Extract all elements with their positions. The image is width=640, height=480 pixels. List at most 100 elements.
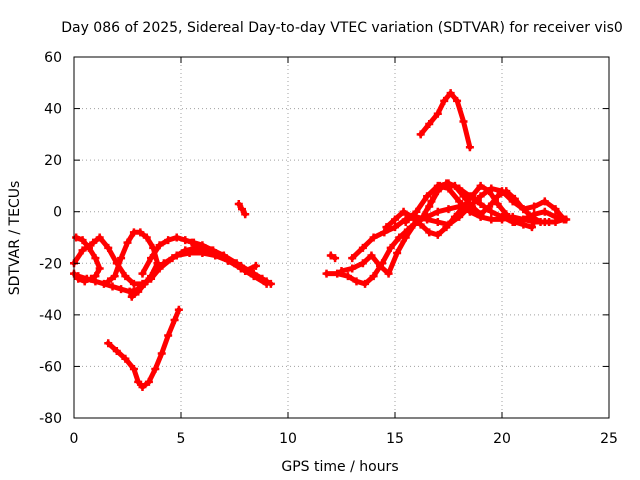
data-point [551, 205, 560, 214]
y-tick-label: 20 [44, 153, 62, 169]
data-point [241, 210, 250, 219]
data-point [416, 220, 425, 229]
data-point [412, 207, 421, 216]
data-point [384, 269, 393, 278]
data-point [348, 264, 357, 273]
data-point [84, 243, 93, 252]
data-point [468, 192, 477, 201]
data-point [425, 202, 434, 211]
data-point [198, 243, 207, 252]
data-point [251, 261, 260, 270]
data-point [121, 354, 130, 363]
data-point [423, 215, 432, 224]
data-point [527, 212, 536, 221]
data-point [493, 199, 502, 208]
data-point [91, 272, 100, 281]
data-point [423, 192, 432, 201]
data-point [185, 248, 194, 257]
data-point [476, 199, 485, 208]
data-point [453, 96, 462, 105]
y-tick-label: -80 [39, 411, 62, 427]
data-point [369, 233, 378, 242]
data-point [545, 218, 554, 227]
data-point [408, 212, 417, 221]
data-point [433, 187, 442, 196]
data-point [108, 282, 117, 291]
data-point [170, 316, 179, 325]
data-point [89, 238, 98, 247]
data-point [104, 339, 113, 348]
data-point [393, 248, 402, 257]
y-tick-label: -20 [39, 256, 62, 272]
data-point [237, 205, 246, 214]
data-point [125, 287, 134, 296]
data-point [134, 377, 143, 386]
data-series [70, 89, 571, 392]
axis-ticks [73, 56, 610, 419]
data-point [444, 205, 453, 214]
data-point [136, 228, 145, 237]
data-point [468, 202, 477, 211]
data-point [172, 251, 181, 260]
data-point [72, 233, 81, 242]
data-point [174, 305, 183, 314]
data-point [87, 274, 96, 283]
data-point [369, 272, 378, 281]
data-point [476, 210, 485, 219]
data-point [416, 130, 425, 139]
x-tick-label: 0 [70, 431, 79, 447]
data-point [433, 230, 442, 239]
data-point [465, 207, 474, 216]
data-point [147, 254, 156, 263]
data-point [337, 267, 346, 276]
data-point [142, 233, 151, 242]
data-point [249, 272, 258, 281]
data-point [433, 218, 442, 227]
plot-frame [73, 56, 610, 419]
data-point [401, 218, 410, 227]
y-tick-label: -60 [39, 359, 62, 375]
data-point [123, 238, 132, 247]
data-point [440, 96, 449, 105]
data-point [144, 377, 153, 386]
data-point [172, 233, 181, 242]
data-point [459, 202, 468, 211]
data-point [527, 223, 536, 232]
data-point [181, 236, 190, 245]
data-point [367, 251, 376, 260]
data-point [358, 243, 367, 252]
data-point [502, 187, 511, 196]
y-tick-label: 0 [53, 205, 62, 221]
data-point [459, 117, 468, 126]
data-point [485, 187, 494, 196]
data-point [560, 215, 569, 224]
data-point [391, 215, 399, 224]
data-point [498, 215, 506, 224]
data-point [127, 292, 136, 301]
x-tick-label: 20 [493, 431, 511, 447]
data-point [465, 143, 474, 152]
data-point [348, 254, 357, 263]
x-tick-label: 25 [600, 431, 618, 447]
data-point [380, 228, 389, 237]
data-point [129, 279, 138, 288]
data-point [442, 179, 451, 188]
data-point [361, 279, 370, 288]
x-tick-label: 15 [386, 431, 404, 447]
data-point [425, 228, 434, 237]
data-point [78, 246, 87, 255]
data-point [151, 365, 160, 374]
data-point [530, 202, 539, 211]
data-point [95, 233, 104, 242]
data-point [80, 277, 89, 286]
tick-labels: 0 5 10 15 20 25 -80 -60 -40 -20 0 20 40 60 [39, 50, 618, 447]
data-point [519, 205, 528, 214]
data-point [352, 277, 361, 286]
grid-lines [74, 57, 609, 418]
data-point [536, 218, 545, 227]
data-point [442, 223, 451, 232]
data-point [391, 223, 399, 232]
data-point [476, 192, 485, 201]
